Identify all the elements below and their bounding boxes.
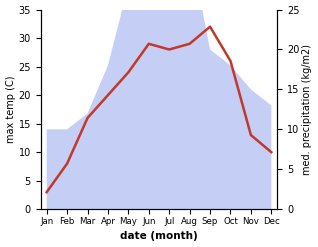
- Y-axis label: med. precipitation (kg/m2): med. precipitation (kg/m2): [302, 44, 313, 175]
- X-axis label: date (month): date (month): [120, 231, 198, 242]
- Y-axis label: max temp (C): max temp (C): [5, 76, 16, 143]
